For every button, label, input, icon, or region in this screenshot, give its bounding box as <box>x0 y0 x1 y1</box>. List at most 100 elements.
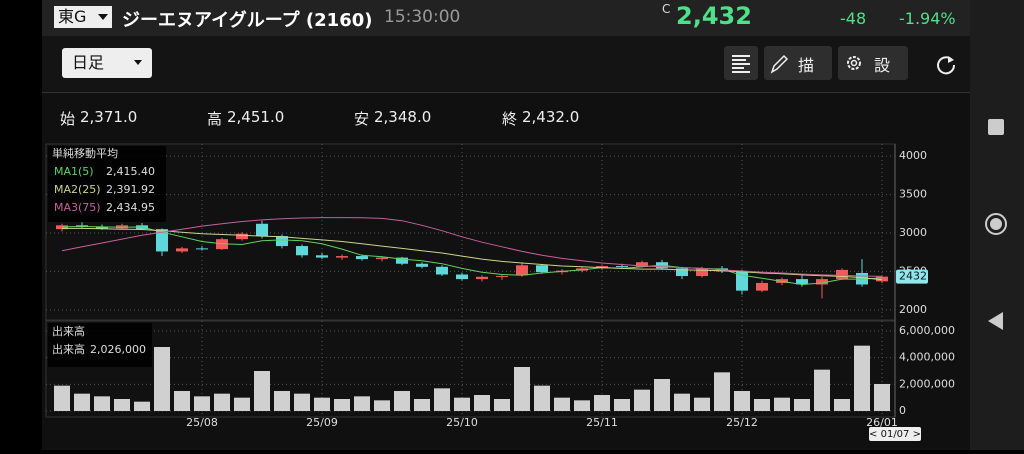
y-tick-label: 2,000,000 <box>899 377 955 390</box>
volume-bar <box>454 397 470 411</box>
volume-bar <box>214 393 230 411</box>
volume-bar <box>334 399 350 411</box>
candle-body <box>396 257 408 264</box>
toolbar: 日足 描画 設定 <box>42 36 970 93</box>
candle-body <box>876 276 888 282</box>
volume-bar <box>794 399 810 411</box>
volume-bar <box>554 397 570 411</box>
ohlc-value: 2,371.0 <box>80 108 138 126</box>
stock-name: ジーエヌアイグループ (2160) <box>122 10 373 31</box>
ohlc-value: 2,432.0 <box>522 108 580 126</box>
ohlc-value: 2,348.0 <box>374 108 432 126</box>
volume-bar <box>874 383 890 411</box>
candle-body <box>336 256 348 258</box>
chart: 2000250030003500400002,000,0004,000,0006… <box>45 143 955 441</box>
ma-legend: 単純移動平均 MA1(5) 2,415.40 MA2(25) 2,391.92 MA3(7… <box>48 146 166 222</box>
x-tick-label: 25/12 <box>726 416 758 429</box>
ohlc-label: 終 <box>502 110 518 128</box>
volume-bar <box>394 391 410 411</box>
volume-bar <box>374 400 390 411</box>
candle-body <box>456 274 468 280</box>
legend-name: MA2(25) <box>54 183 101 196</box>
legend-name: MA3(75) <box>54 201 101 214</box>
candle-body <box>296 246 308 256</box>
volume-bar <box>174 391 190 411</box>
candle-body <box>376 257 388 260</box>
ma-line <box>61 217 883 277</box>
change-pct: -1.94% <box>899 9 956 28</box>
volume-bar <box>674 393 690 411</box>
settings-button[interactable]: 設定 <box>838 46 908 80</box>
candle-body <box>516 265 528 276</box>
volume-bar <box>714 372 730 411</box>
icon <box>770 54 789 74</box>
candle-body <box>676 268 688 277</box>
x-tick-label: 25/08 <box>186 416 218 429</box>
y-tick-label: 3500 <box>899 188 927 201</box>
volume-bar <box>774 397 790 411</box>
volume-bar <box>754 399 770 411</box>
recents-button[interactable] <box>988 119 1004 135</box>
ma-line <box>61 225 883 286</box>
cursor-bg <box>869 427 921 441</box>
legend-label: 出来高 <box>52 342 85 356</box>
y-tick-label: 3000 <box>899 226 927 239</box>
candle-body <box>476 276 488 280</box>
volume-bar <box>694 397 710 411</box>
volume-bar <box>154 347 170 411</box>
volume-bar <box>294 393 310 411</box>
candle-body <box>616 266 628 268</box>
legend-value: 2,391.92 <box>106 183 155 196</box>
volume-bar <box>254 371 270 411</box>
settings-label: 設定 <box>874 56 897 75</box>
y-tick-label: 6,000,000 <box>899 324 955 337</box>
y-tick-label: 2000 <box>899 303 927 316</box>
volume-bar <box>514 367 530 411</box>
volume-bar <box>654 379 670 411</box>
ma-line <box>62 227 883 281</box>
ohlc-label: 高 <box>207 110 223 128</box>
refresh-button[interactable] <box>934 52 958 76</box>
volume-bar <box>94 396 110 411</box>
volume-bar <box>354 396 370 411</box>
x-tick-label: 25/09 <box>306 416 338 429</box>
home-button[interactable] <box>985 213 1007 235</box>
y-tick-label: 4000 <box>899 149 927 162</box>
time: 15:30:00 <box>384 7 461 27</box>
candle-body <box>756 282 768 291</box>
legend-bg <box>48 323 152 367</box>
period-select[interactable]: 日足 <box>62 48 152 78</box>
volume-bar <box>134 401 150 411</box>
candle-body <box>316 255 328 258</box>
volume-bar <box>434 388 450 411</box>
legend-bg <box>48 146 166 222</box>
volume-bar <box>314 397 330 411</box>
app: 東G ジーエヌアイグループ (2160) 15:30:00 C 2,432 -4… <box>42 0 970 450</box>
volume-bar <box>474 395 490 411</box>
candle-body <box>436 266 448 275</box>
change: -48 <box>840 9 867 28</box>
volume-bar <box>114 399 130 411</box>
draw-button[interactable]: 描画 <box>764 46 832 80</box>
volume-bar <box>614 399 630 411</box>
indicator-button[interactable] <box>724 46 758 80</box>
candle-body <box>836 269 848 280</box>
legend-value: 2,434.95 <box>106 201 155 214</box>
candle-body <box>796 279 808 285</box>
candle-body <box>496 276 508 278</box>
volume-bar <box>74 393 90 411</box>
candle-body <box>96 226 108 229</box>
x-tick-label: 25/11 <box>586 416 618 429</box>
legend-value: 2,415.40 <box>106 165 155 178</box>
nav-bar <box>970 0 1024 450</box>
back-button[interactable] <box>988 312 1003 330</box>
price: 2,432 <box>676 2 752 30</box>
market-select[interactable]: 東G <box>54 6 112 28</box>
price-tag: 2432 <box>899 270 927 283</box>
volume-bar <box>734 391 750 411</box>
cursor-label: < 01/07 > <box>869 429 921 440</box>
volume-bar <box>854 345 870 411</box>
candle-body <box>416 263 428 267</box>
candle-body <box>276 236 288 247</box>
